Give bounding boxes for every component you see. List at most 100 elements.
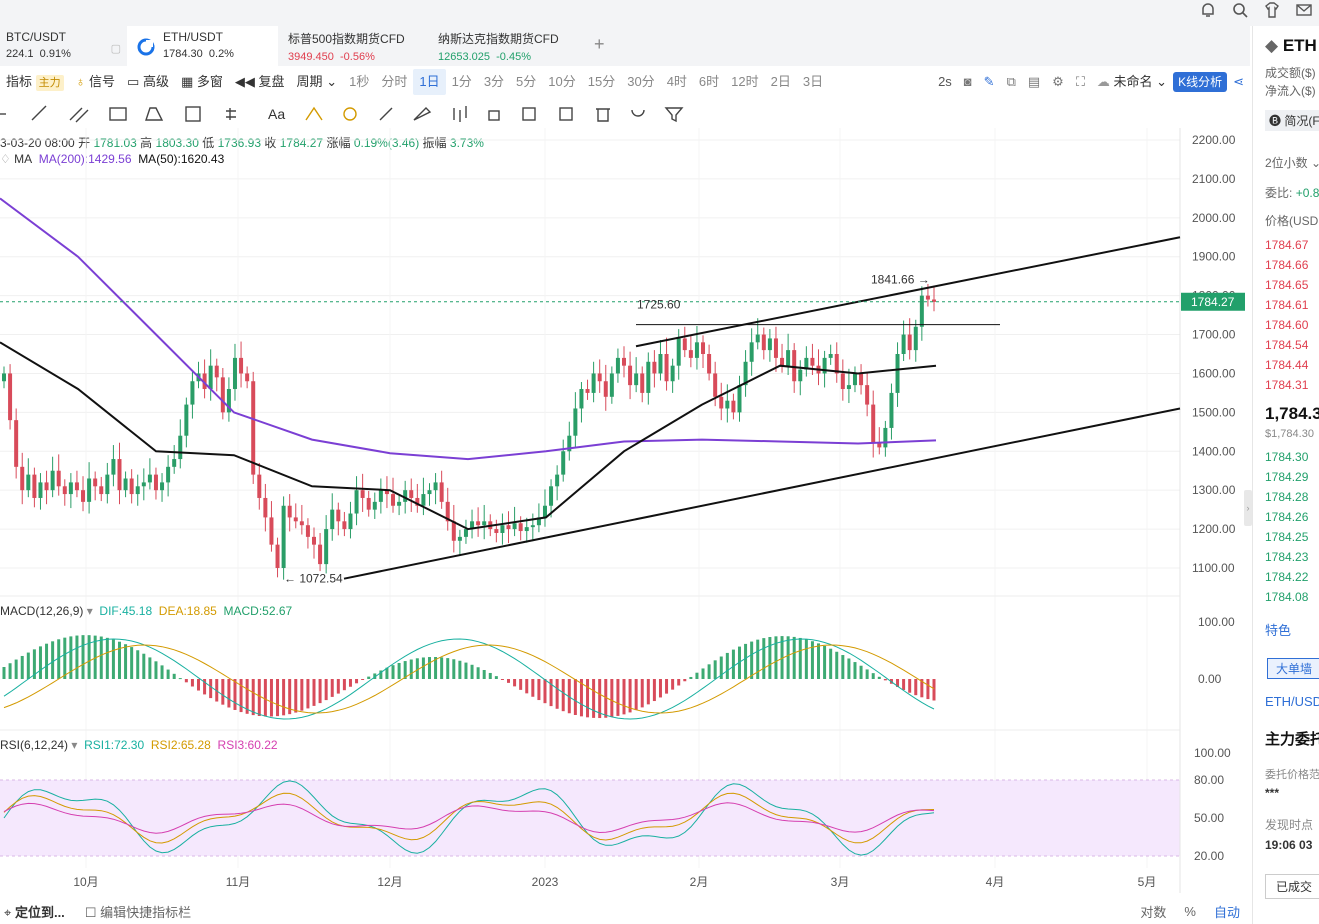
price-tick-label: 1600.00 <box>1192 366 1236 380</box>
tab-eth[interactable]: ETH/USDT 1784.30 0.2% <box>127 26 278 66</box>
add-tab-button[interactable]: + <box>594 34 605 54</box>
ma-bell-icon[interactable]: ♢ <box>0 152 11 166</box>
rp-overview-button[interactable]: 🅑 简况(F <box>1265 110 1319 131</box>
ask-price[interactable]: 1784.65 <box>1265 278 1309 292</box>
ask-price[interactable]: 1784.60 <box>1265 318 1309 332</box>
ask-price[interactable]: 1784.66 <box>1265 258 1309 272</box>
interval-12h[interactable]: 12时 <box>731 74 759 89</box>
interval-5m[interactable]: 5分 <box>516 74 537 89</box>
ma-label[interactable]: MA <box>14 152 33 166</box>
brush-tool-icon[interactable] <box>413 107 432 121</box>
interval-2d[interactable]: 2日 <box>770 74 791 89</box>
rp-feature-tab[interactable]: 特色 <box>1265 623 1292 638</box>
rsi-dropdown-icon[interactable]: ▾ <box>71 738 78 752</box>
bid-price[interactable]: 1784.23 <box>1265 550 1309 564</box>
edit-tool-icon[interactable] <box>559 107 573 121</box>
right-panel: ◆ ETH 成交额($) 净流入($) 🅑 简况(F 2位小数 ⌄ 委比: +0… <box>1252 26 1319 924</box>
ask-price[interactable]: 1784.44 <box>1265 358 1309 372</box>
pencil-icon[interactable]: ✎ <box>983 74 995 89</box>
parallel-tool-icon[interactable] <box>69 107 89 123</box>
search-icon[interactable] <box>1231 1 1249 19</box>
line-tool-icon[interactable] <box>31 105 47 121</box>
bid-price[interactable]: 1784.29 <box>1265 470 1309 484</box>
bid-price[interactable]: 1784.26 <box>1265 510 1309 524</box>
gear-icon[interactable]: ⚙ <box>1052 74 1064 89</box>
panel-toggle[interactable]: › <box>1244 490 1252 526</box>
signal-button[interactable]: ♁ 信号 <box>70 69 121 95</box>
bell-icon[interactable] <box>1199 1 1217 19</box>
interval-30m[interactable]: 30分 <box>627 74 655 89</box>
interval-3m[interactable]: 3分 <box>483 74 505 89</box>
template-icon[interactable]: ▤ <box>1027 74 1041 89</box>
candle-tool-icon[interactable] <box>453 106 467 122</box>
interval-15m[interactable]: 15分 <box>587 74 616 89</box>
mail-icon[interactable] <box>1295 1 1313 19</box>
locate-icon: ⌖ <box>4 904 12 920</box>
interval-timeshare[interactable]: 分时 <box>381 74 408 89</box>
rp-filled-button[interactable]: 已成交 <box>1265 874 1319 899</box>
bid-price[interactable]: 1784.08 <box>1265 590 1309 604</box>
filter-tool-icon[interactable] <box>664 107 684 123</box>
advanced-button[interactable]: ▭ 高级 <box>121 69 175 95</box>
bid-price[interactable]: 1784.22 <box>1265 570 1309 584</box>
lock-tool-icon[interactable] <box>488 110 500 121</box>
pattern2-tool-icon[interactable] <box>343 107 357 121</box>
auto-scale-button[interactable]: 自动 <box>1213 904 1240 920</box>
indicators-button[interactable]: 指标 主力 <box>0 69 70 95</box>
bid-price[interactable]: 1784.28 <box>1265 490 1309 504</box>
ask-price[interactable]: 1784.31 <box>1265 378 1309 392</box>
candle-body <box>397 501 402 506</box>
triangle-tool-icon[interactable] <box>145 107 164 121</box>
ask-price[interactable]: 1784.54 <box>1265 338 1309 352</box>
interval-1s[interactable]: 1秒 <box>349 74 370 89</box>
ask-price[interactable]: 1784.67 <box>1265 238 1309 252</box>
magnet-tool-icon[interactable] <box>631 109 645 117</box>
edit-label: 编辑快捷指标栏 <box>100 904 192 920</box>
layout-name-dropdown[interactable]: ☁ 未命名 ⌄ <box>1096 74 1168 89</box>
rsi-label[interactable]: RSI(6,12,24) <box>0 738 69 752</box>
interval-10m[interactable]: 10分 <box>548 74 576 89</box>
replay-button[interactable]: ◀◀ 复盘 <box>229 69 291 95</box>
log-scale-button[interactable]: 对数 <box>1140 904 1167 920</box>
edit-shortcut-button[interactable]: ☐ 编辑快捷指标栏 <box>65 902 191 921</box>
interval-4h[interactable]: 4时 <box>666 74 687 89</box>
pattern-tool-icon[interactable] <box>305 106 323 121</box>
measure-tool-icon[interactable] <box>185 106 201 122</box>
percent-scale-button[interactable]: % <box>1184 903 1196 919</box>
candle-body <box>293 517 298 522</box>
rp-big-order-button[interactable]: 大单墙 <box>1267 658 1319 679</box>
fullscreen-icon[interactable]: ⛶ <box>1075 74 1085 89</box>
macd-dropdown-icon[interactable]: ▾ <box>86 604 93 618</box>
ask-price[interactable]: 1784.61 <box>1265 298 1309 312</box>
close-icon[interactable]: ▢ <box>110 43 121 55</box>
trash-tool-icon[interactable] <box>596 108 610 122</box>
shirt-icon[interactable] <box>1263 1 1281 19</box>
copy-tool-icon[interactable] <box>522 107 536 121</box>
rect-tool-icon[interactable] <box>109 107 127 121</box>
rp-pair[interactable]: ETH/USD <box>1265 694 1319 709</box>
price-chart[interactable]: 2200.002100.002000.001900.001800.001700.… <box>0 128 1250 898</box>
locate-button[interactable]: ⌖ 定位到... <box>0 902 65 921</box>
tab-sp500[interactable]: 标普500指数期货CFD 3949.450 -0.56% <box>278 26 428 66</box>
price-tick-label: 1700.00 <box>1192 328 1236 342</box>
macd-label[interactable]: MACD(12,26,9) <box>0 604 84 618</box>
ruler-tool-icon[interactable] <box>379 107 393 121</box>
bid-price[interactable]: 1784.25 <box>1265 530 1309 544</box>
tab-btc[interactable]: BTC/USDT 224.1 0.91% ▢ <box>0 26 127 66</box>
text-tool-icon[interactable]: Aa <box>268 106 285 122</box>
camera-icon[interactable]: ◙ <box>963 74 972 89</box>
interval-3d[interactable]: 3日 <box>802 74 824 89</box>
rp-decimals-dropdown[interactable]: 2位小数 ⌄ <box>1265 154 1319 171</box>
refresh-rate[interactable]: 2s <box>938 74 952 89</box>
interval-6h[interactable]: 6时 <box>698 74 720 89</box>
note-icon[interactable]: ⧉ <box>1006 74 1016 89</box>
multi-window-button[interactable]: ▦ 多窗 <box>175 69 229 95</box>
bid-price[interactable]: 1784.30 <box>1265 450 1309 464</box>
period-dropdown[interactable]: 周期 ⌄ <box>291 69 344 95</box>
share-icon[interactable]: ⋖ <box>1233 74 1244 89</box>
fib-tool-icon[interactable] <box>226 108 236 120</box>
interval-1d[interactable]: 1日 <box>413 69 446 95</box>
tab-nasdaq[interactable]: 纳斯达克指数期货CFD 12653.025 -0.45% <box>428 26 588 66</box>
interval-1m[interactable]: 1分 <box>451 74 472 89</box>
kline-analysis-button[interactable]: K线分析 <box>1173 72 1228 92</box>
